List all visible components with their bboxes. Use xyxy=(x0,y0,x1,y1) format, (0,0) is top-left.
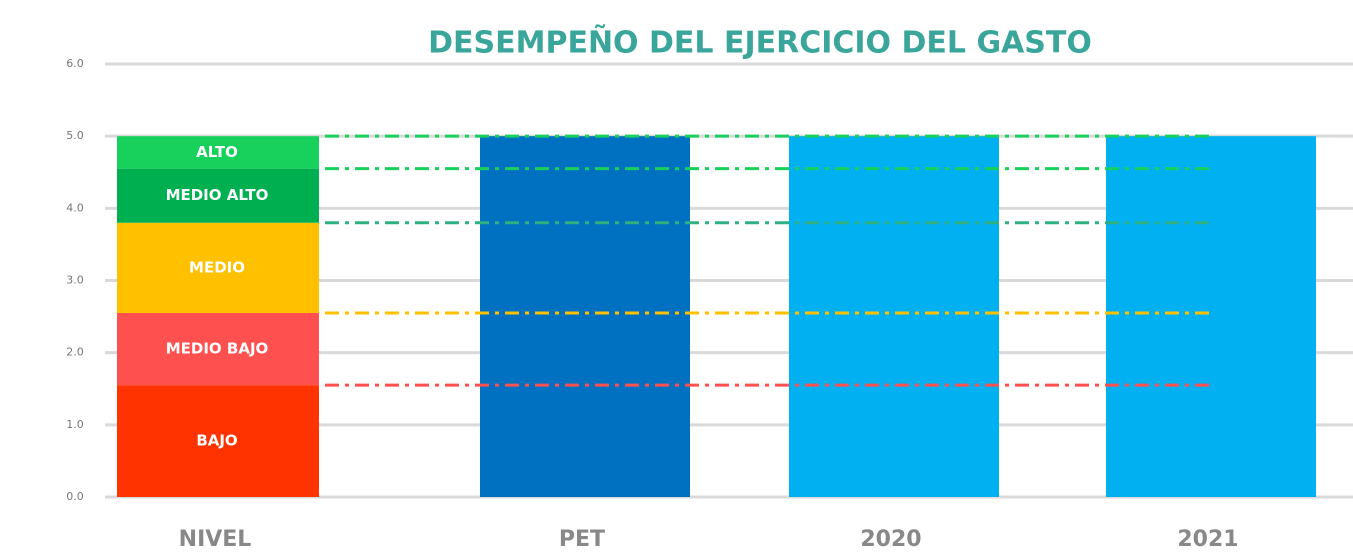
level-segment xyxy=(117,168,319,223)
y-tick-label: 5.0 xyxy=(66,129,84,142)
level-label: MEDIO BAJO xyxy=(166,340,269,358)
level-segment xyxy=(117,312,319,386)
y-tick-label: 4.0 xyxy=(66,201,84,214)
x-tick-label: PET xyxy=(559,527,605,552)
level-label: MEDIO xyxy=(189,258,245,276)
level-segment xyxy=(117,222,319,313)
bar xyxy=(1106,136,1316,497)
y-tick-label: 1.0 xyxy=(66,418,84,431)
level-label: MEDIO ALTO xyxy=(166,186,269,204)
x-tick-label: 2020 xyxy=(860,527,921,552)
level-segment xyxy=(117,385,319,497)
level-label: ALTO xyxy=(196,143,238,161)
x-tick-label: NIVEL xyxy=(179,527,252,552)
y-tick-label: 6.0 xyxy=(66,57,84,70)
bar xyxy=(789,136,999,497)
level-label: BAJO xyxy=(196,432,237,450)
level-segment xyxy=(117,136,319,169)
chart-title: DESEMPEÑO DEL EJERCICIO DEL GASTO xyxy=(428,24,1092,61)
y-tick-label: 0.0 xyxy=(66,490,84,503)
bar xyxy=(480,136,690,497)
x-tick-label: 2021 xyxy=(1177,527,1238,552)
y-tick-label: 3.0 xyxy=(66,274,84,287)
y-tick-label: 2.0 xyxy=(66,346,84,359)
